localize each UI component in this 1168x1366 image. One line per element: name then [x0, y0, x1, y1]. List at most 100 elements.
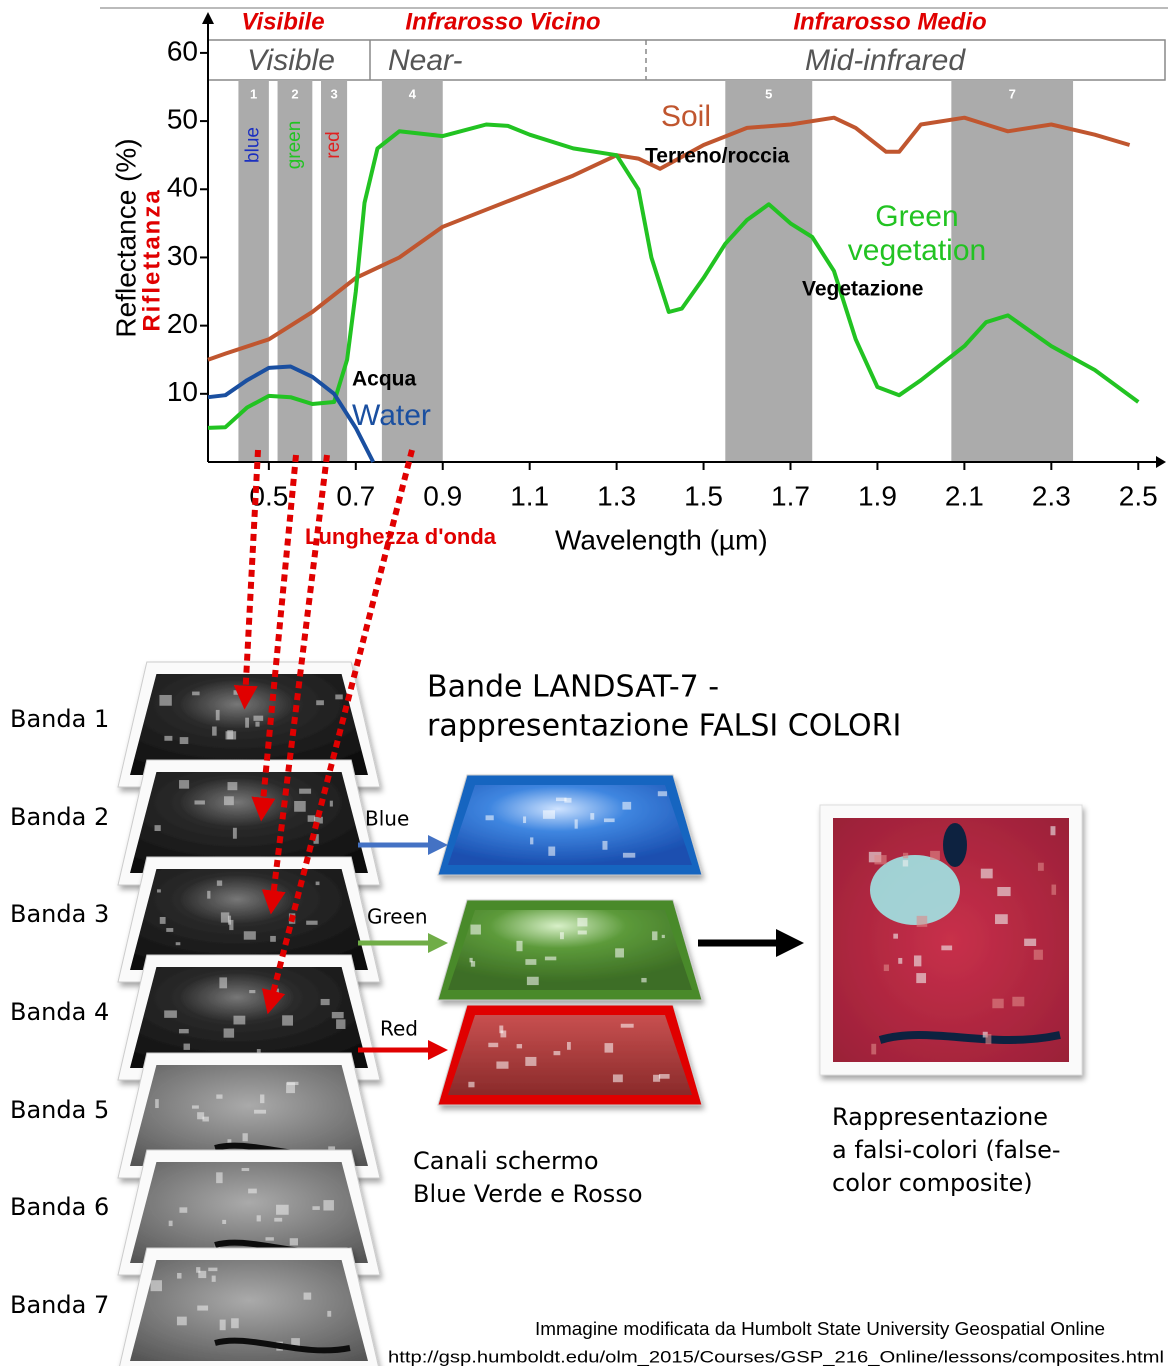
plate-texture	[231, 1318, 239, 1328]
plate-texture	[216, 1172, 222, 1183]
plate-texture	[556, 798, 567, 802]
plate-texture	[523, 816, 526, 823]
band-label: Banda 1	[10, 705, 109, 733]
plate-texture	[233, 1016, 245, 1025]
plate-texture	[486, 815, 494, 820]
band-number: 5	[765, 86, 772, 101]
credit: Immagine modificata da Humbolt State Uni…	[535, 1319, 1105, 1339]
channel-plate	[438, 900, 702, 1000]
composite-lake	[943, 823, 967, 867]
plate-texture	[155, 1099, 159, 1108]
plate-texture	[159, 695, 171, 706]
composite-texture	[893, 934, 898, 939]
plate-texture	[192, 692, 200, 696]
y-tick-label: 10	[167, 376, 198, 407]
series-label: Green vegetation	[827, 200, 1007, 268]
plate-texture	[499, 1026, 503, 1034]
composite-cyan	[870, 855, 960, 925]
plate-texture	[229, 920, 233, 930]
plate-texture	[615, 948, 624, 957]
series-label-it: Vegetazione	[802, 278, 923, 301]
series-label-box: Green vegetation	[827, 200, 1007, 280]
composite-texture	[1050, 826, 1055, 835]
plate-texture	[179, 780, 189, 789]
band-label: Banda 4	[10, 998, 109, 1026]
channel-label: Green	[367, 905, 428, 929]
plate-texture	[545, 957, 556, 961]
plate-texture	[312, 1206, 319, 1210]
composite-texture	[930, 851, 940, 860]
plate-texture	[192, 1105, 199, 1108]
plate-texture	[216, 1094, 222, 1098]
region-label-it: Infrarosso Vicino	[405, 8, 600, 35]
plate-texture	[321, 999, 330, 1005]
page: {"chart_data": { "type": "line", "region…	[0, 0, 1168, 1366]
plate-image	[448, 910, 692, 990]
diagram-title: rappresentazione FALSI COLORI	[427, 709, 901, 744]
channels-caption: Blue Verde e Rosso	[413, 1180, 643, 1208]
plate-texture	[543, 810, 555, 819]
plate-texture	[516, 941, 522, 951]
plate-texture	[530, 837, 533, 844]
plate-texture	[470, 925, 480, 935]
plate-texture	[180, 737, 189, 744]
plate-texture	[652, 931, 657, 940]
plate-texture	[299, 789, 311, 794]
plate-texture	[221, 912, 229, 922]
band-plate	[118, 1248, 380, 1366]
channel-plate	[438, 775, 702, 875]
plate-texture	[659, 1074, 670, 1079]
x-tick-label: 1.9	[858, 480, 897, 511]
region-header	[208, 40, 1165, 80]
composite-texture	[997, 887, 1010, 896]
channel-plate	[438, 1005, 702, 1105]
band-label: Banda 6	[10, 1193, 109, 1221]
x-tick-label: 2.1	[945, 480, 984, 511]
plate-texture	[554, 1051, 561, 1055]
plate-texture	[202, 1117, 208, 1122]
plate-texture	[560, 932, 564, 939]
band-number: 4	[409, 86, 417, 101]
plate-texture	[525, 959, 536, 965]
composite-caption: Rappresentazione	[832, 1103, 1048, 1131]
composite-texture	[992, 999, 1003, 1009]
plate-texture	[621, 1024, 634, 1028]
composite-texture	[1024, 939, 1036, 946]
composite-caption: color composite)	[832, 1169, 1033, 1197]
plate-texture	[198, 1271, 206, 1278]
band-number: 1	[250, 86, 257, 101]
plate-texture	[212, 726, 217, 735]
plate-texture	[294, 801, 306, 812]
plate-image	[448, 785, 692, 865]
plate-texture	[220, 1320, 226, 1331]
plate-texture	[222, 1220, 226, 1224]
region-label-en: Mid-infrared	[805, 44, 966, 77]
plate-texture	[207, 891, 210, 899]
plate-texture	[517, 1044, 522, 1048]
composite-texture	[898, 958, 902, 964]
channels-caption: Canali schermo	[413, 1147, 599, 1175]
composite-texture	[1051, 885, 1056, 895]
plate-texture	[184, 1044, 190, 1050]
plate-texture	[471, 961, 475, 967]
composite-texture	[981, 869, 993, 879]
diagram-title: Bande LANDSAT-7 -	[427, 670, 719, 705]
plate-texture	[577, 918, 587, 927]
plate-texture	[260, 1094, 264, 1103]
plate-texture	[590, 813, 594, 820]
band-name: green	[284, 121, 305, 170]
composite-image	[820, 805, 1082, 1075]
plate-texture	[306, 921, 317, 925]
plate-texture	[160, 917, 166, 924]
y-axis-label-it: Riflettanza	[138, 188, 165, 331]
band-label: Banda 2	[10, 803, 109, 831]
credit: http://gsp.humboldt.edu/olm_2015/Courses…	[388, 1347, 1164, 1366]
plate-texture	[335, 694, 342, 699]
series-label: Soil	[661, 100, 711, 133]
x-tick-label: 2.3	[1032, 480, 1071, 511]
plate-texture	[155, 825, 161, 831]
plate-texture	[219, 977, 227, 988]
plate-texture	[468, 1082, 474, 1088]
plate-texture	[304, 1293, 312, 1300]
plate-texture	[257, 1215, 261, 1221]
